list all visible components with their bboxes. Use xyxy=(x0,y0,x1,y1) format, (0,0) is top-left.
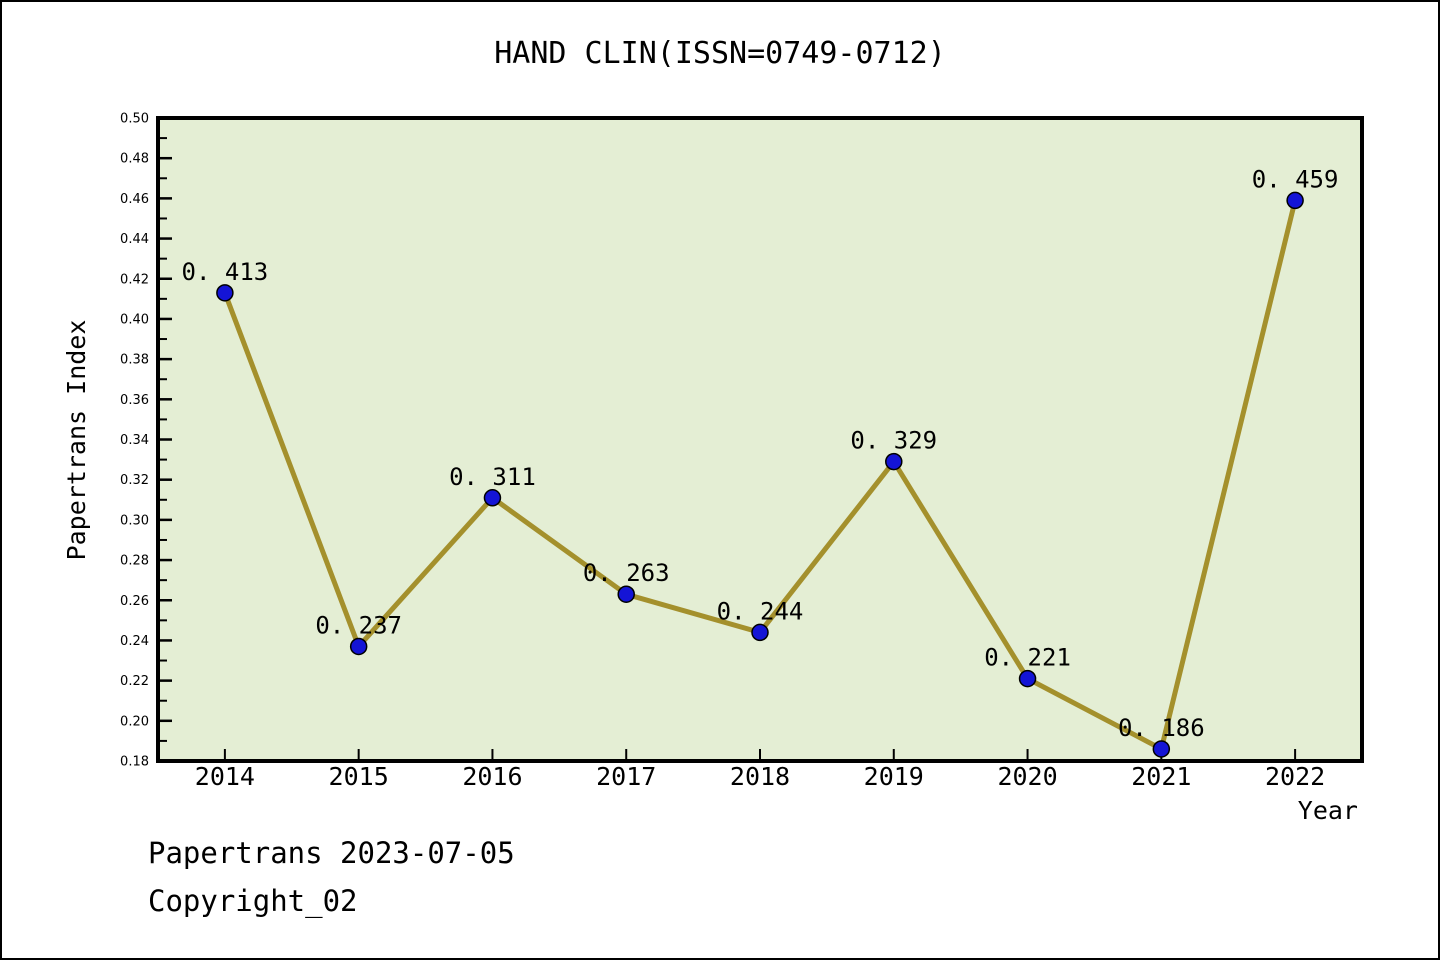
x-tick-label: 2022 xyxy=(1265,762,1325,791)
data-point-label: 0. 186 xyxy=(1118,714,1205,742)
y-tick-label: 0.22 xyxy=(120,674,149,689)
data-point-label: 0. 221 xyxy=(984,644,1071,672)
data-point-label: 0. 244 xyxy=(717,597,804,625)
y-axis-title: Papertrans Index xyxy=(62,319,91,561)
y-tick-label: 0.42 xyxy=(120,272,149,287)
y-tick-label: 0.26 xyxy=(120,594,149,609)
y-tick-label: 0.18 xyxy=(120,755,149,770)
data-point xyxy=(751,623,769,642)
y-tick-label: 0.44 xyxy=(120,232,149,247)
data-point-label: 0. 329 xyxy=(850,427,937,455)
y-tick-label: 0.30 xyxy=(120,513,149,528)
x-tick-label: 2021 xyxy=(1131,762,1191,791)
y-tick-label: 0.20 xyxy=(120,714,149,729)
y-tick-label: 0.38 xyxy=(120,353,149,368)
plot-border xyxy=(156,116,1364,763)
data-point-label: 0. 237 xyxy=(315,611,402,639)
y-tick-label: 0.40 xyxy=(120,312,149,327)
data-point-label: 0. 413 xyxy=(182,258,269,286)
data-point xyxy=(216,284,234,302)
y-tick-label: 0.36 xyxy=(120,393,149,408)
x-tick-label: 2020 xyxy=(997,762,1057,791)
x-tick-label: 2019 xyxy=(864,762,924,791)
data-point xyxy=(1152,740,1171,758)
data-point xyxy=(1286,191,1304,210)
x-axis-title: Year xyxy=(1297,796,1358,825)
footer-copyright: Copyright_02 xyxy=(148,884,358,918)
y-tick-label: 0.32 xyxy=(120,473,149,488)
data-point xyxy=(617,585,635,603)
footer-date: Papertrans 2023-07-05 xyxy=(148,836,515,870)
data-point xyxy=(885,452,903,471)
data-point xyxy=(483,489,502,507)
y-tick-label: 0.48 xyxy=(120,152,149,167)
y-tick-label: 0.50 xyxy=(120,112,149,127)
y-tick-label: 0.28 xyxy=(120,554,149,569)
y-tick-label: 0.34 xyxy=(120,433,149,448)
x-tick-label: 2018 xyxy=(730,762,790,791)
x-tick-label: 2015 xyxy=(329,762,389,791)
y-tick-label: 0.46 xyxy=(120,192,149,207)
data-point xyxy=(349,637,368,656)
data-point-label: 0. 263 xyxy=(583,559,670,587)
chart-title: HAND CLIN(ISSN=0749-0712) xyxy=(494,36,946,71)
data-point-label: 0. 459 xyxy=(1252,165,1339,193)
x-tick-label: 2014 xyxy=(195,762,255,791)
data-point xyxy=(1018,669,1037,688)
data-point-label: 0. 311 xyxy=(449,463,536,491)
x-tick-label: 2016 xyxy=(462,762,522,791)
x-tick-label: 2017 xyxy=(596,762,656,791)
y-tick-label: 0.24 xyxy=(120,634,149,649)
